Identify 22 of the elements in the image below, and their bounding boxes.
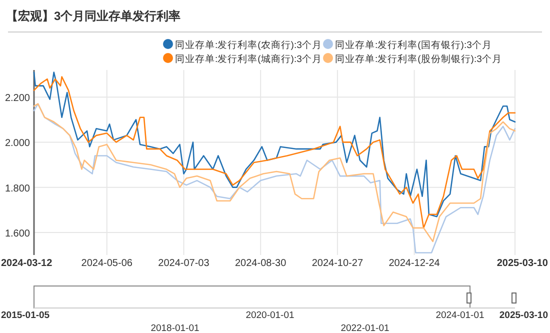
legend-label: 同业存单:发行利率(城商行):3个月 [175, 53, 322, 65]
legend-label: 同业存单:发行利率(农商行):3个月 [175, 39, 322, 51]
y-tick-label: 2.200 [4, 93, 30, 104]
y-tick-label: 1.800 [4, 183, 30, 194]
text: 2018-01-01 [150, 323, 200, 333]
y-tick-label: 1.600 [4, 228, 30, 240]
y-tick-label: 2.000 [4, 138, 30, 150]
legend-label: 同业存单:发行利率(股份制银行):3个月 [335, 53, 502, 65]
x-tick-label: 2024-12-24 [388, 258, 440, 269]
text: 2022-01-01 [340, 323, 390, 333]
text: 2024-01-01 [436, 310, 484, 321]
x-tick-label: 2024-10-27 [312, 258, 364, 269]
text: 2025-03-10 [499, 310, 548, 321]
legend-label: 同业存单:发行利率(国有银行):3个月 [335, 39, 492, 51]
x-tick-label: 2024-03-12 [1, 258, 53, 269]
x-tick-label: 2025-03-10 [496, 258, 548, 269]
x-tick-label: 2024-05-06 [81, 258, 133, 269]
x-tick-label: 2024-07-03 [158, 258, 210, 269]
text: 2015-01-05 [1, 310, 50, 321]
chart-title: 【宏观】3个月同业存单发行利率 [6, 9, 181, 23]
x-tick-label: 2024-08-30 [235, 258, 287, 269]
text: 2020-01-01 [246, 310, 294, 321]
